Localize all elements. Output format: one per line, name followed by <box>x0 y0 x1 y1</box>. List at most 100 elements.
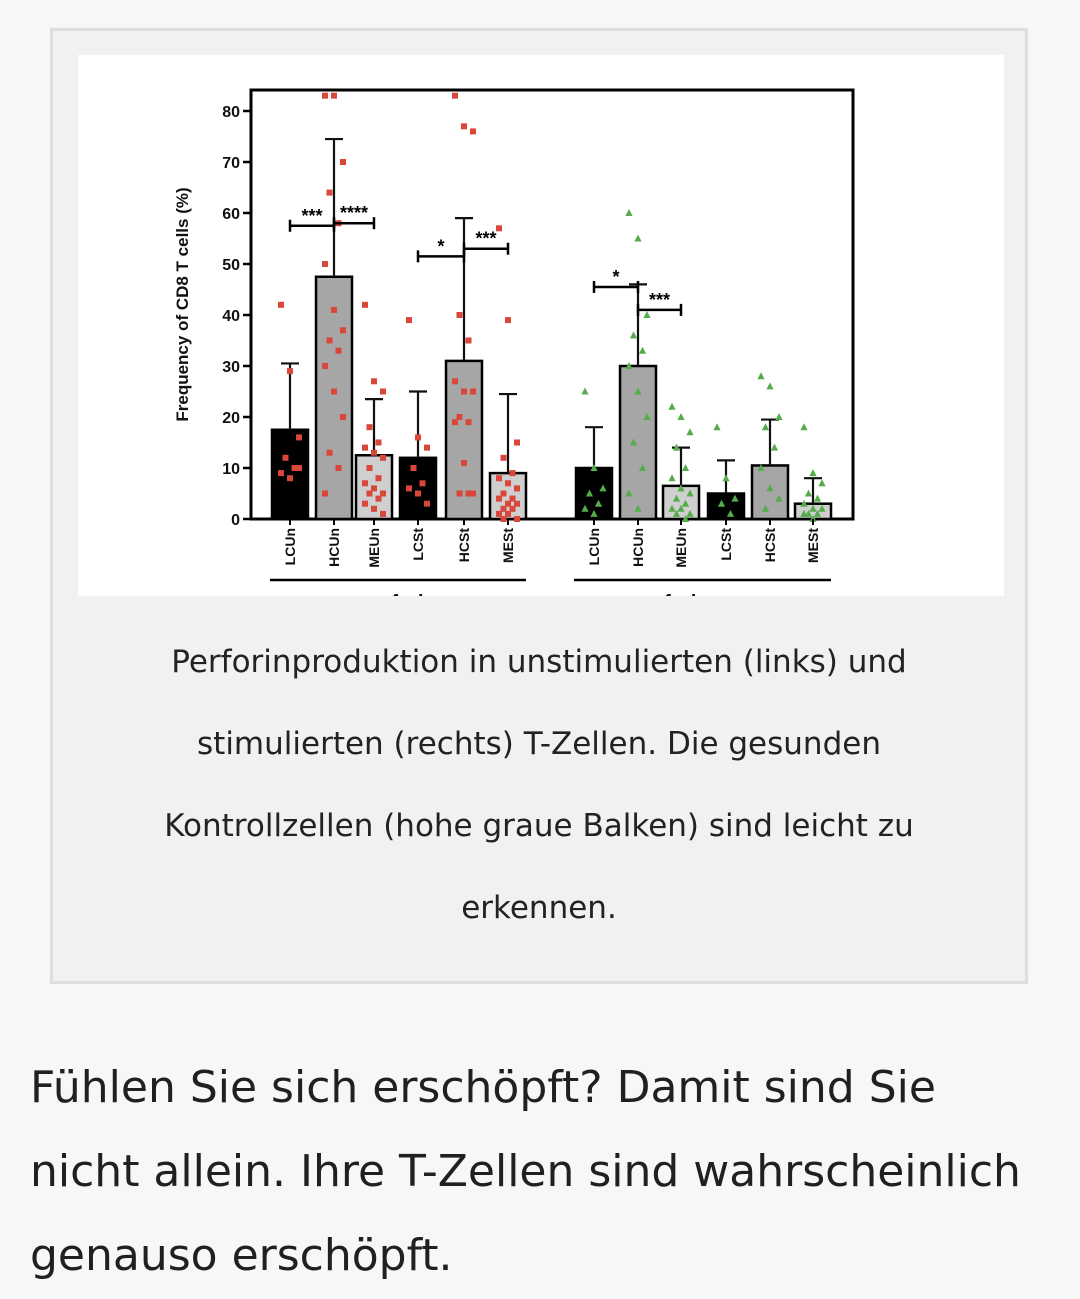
data-point <box>375 439 382 446</box>
data-point <box>287 475 293 482</box>
data-point <box>581 504 589 512</box>
x-tick-label: LCSt <box>718 528 734 561</box>
x-tick-label: MESt <box>500 528 516 563</box>
y-tick-label: 0 <box>231 512 240 529</box>
data-point <box>643 413 651 420</box>
significance-label: *** <box>649 290 670 310</box>
data-point <box>366 490 373 497</box>
data-point <box>461 123 467 130</box>
data-point <box>470 388 476 395</box>
data-point <box>509 495 516 502</box>
data-point <box>594 499 603 507</box>
data-point <box>717 499 726 507</box>
group-label: perforin <box>360 592 436 596</box>
data-point <box>800 509 808 517</box>
data-point <box>465 490 472 497</box>
data-point <box>625 489 633 497</box>
article-paragraph: Fühlen Sie sich erschöpft? Damit sind Si… <box>30 1062 1021 1281</box>
data-point <box>380 510 386 517</box>
data-point <box>804 489 813 497</box>
y-tick-label: 70 <box>222 155 240 172</box>
data-point <box>500 516 507 522</box>
data-point <box>371 485 377 492</box>
y-tick-label: 30 <box>222 359 240 376</box>
x-tick-label: LCSt <box>410 528 426 561</box>
data-point <box>514 485 520 492</box>
data-point <box>505 317 511 324</box>
y-tick-label: 60 <box>222 206 240 223</box>
data-point <box>500 505 507 512</box>
data-point <box>629 438 638 446</box>
data-point <box>424 500 430 507</box>
data-point <box>514 516 520 522</box>
data-point <box>452 92 458 99</box>
data-point <box>340 327 346 334</box>
figure-box: 0 10 20 30 40 50 60 70 80 Frequency of CD8 T cell… <box>50 28 1028 984</box>
data-point <box>371 505 377 512</box>
significance-label: *** <box>475 229 496 249</box>
data-point <box>287 368 293 375</box>
x-tick-label: HCUn <box>326 528 342 567</box>
data-point <box>509 470 516 477</box>
data-point <box>419 480 426 487</box>
chart-area: 0 10 20 30 40 50 60 70 80 Frequency of CD8 T cell… <box>78 55 1004 596</box>
data-point <box>590 509 598 517</box>
data-point <box>331 92 337 99</box>
data-point <box>366 424 373 431</box>
data-point <box>677 484 685 492</box>
data-point <box>638 346 647 354</box>
data-point <box>809 504 817 512</box>
data-point <box>371 449 377 456</box>
x-tick-label: HCUn <box>630 528 646 567</box>
data-point <box>335 465 342 471</box>
data-point <box>581 387 589 395</box>
data-point <box>470 128 476 135</box>
x-tick-label: LCUn <box>282 528 298 565</box>
data-point <box>340 414 346 420</box>
data-point <box>465 337 472 344</box>
data-point <box>514 500 520 507</box>
data-point <box>775 413 783 420</box>
data-point <box>800 423 808 431</box>
data-point <box>505 500 511 507</box>
data-point <box>766 484 774 492</box>
bar <box>314 275 354 521</box>
significance-label: * <box>437 236 444 256</box>
data-point <box>761 504 770 512</box>
data-point <box>456 312 463 318</box>
plot-frame <box>249 88 855 521</box>
data-point <box>326 189 333 196</box>
data-point <box>677 504 685 512</box>
data-point <box>625 362 633 369</box>
data-point <box>775 494 783 502</box>
data-point <box>818 479 826 487</box>
data-point <box>331 306 337 313</box>
significance-label: * <box>612 267 619 287</box>
data-point <box>761 423 770 431</box>
data-point <box>672 509 681 517</box>
data-point <box>818 504 826 512</box>
data-point <box>380 490 386 497</box>
data-point <box>406 317 412 324</box>
data-point <box>366 465 373 471</box>
data-point <box>686 428 694 436</box>
data-point <box>668 474 676 482</box>
y-tick-label: 20 <box>222 410 240 427</box>
data-point <box>335 347 342 354</box>
data-point <box>809 515 817 522</box>
data-point <box>322 363 328 369</box>
data-point <box>677 413 685 420</box>
x-tick-label: MEUn <box>366 528 382 568</box>
data-point <box>375 495 382 502</box>
data-point <box>452 378 458 385</box>
data-point <box>672 494 681 502</box>
data-point <box>599 484 607 492</box>
data-point <box>590 464 598 471</box>
data-point <box>686 509 694 517</box>
data-point <box>322 490 328 497</box>
x-tick-label: MEUn <box>673 528 689 568</box>
data-point <box>500 454 507 461</box>
data-point <box>380 454 386 461</box>
data-point <box>415 434 421 441</box>
data-point <box>282 454 289 461</box>
